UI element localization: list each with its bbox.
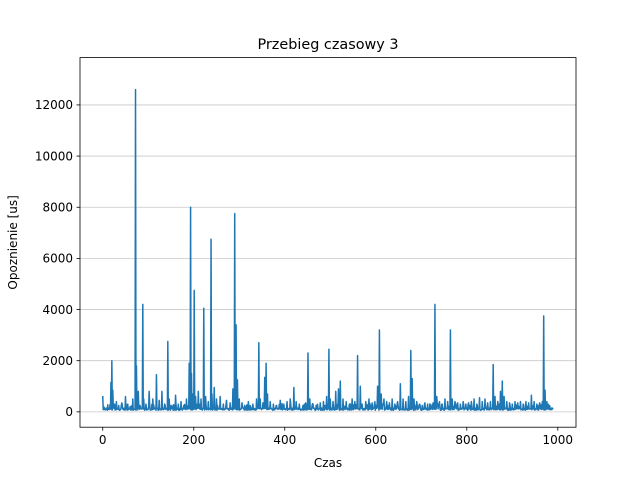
x-tick-label: 800 <box>455 433 478 447</box>
series-line <box>102 88 554 412</box>
y-tick-label: 4000 <box>42 303 73 317</box>
y-tick-label: 12000 <box>35 98 73 112</box>
x-axis: 0 200 400 600 800 1000 <box>99 427 573 447</box>
x-tick-label: 1000 <box>543 433 574 447</box>
grid <box>80 104 576 413</box>
x-axis-label: Czas <box>314 456 342 470</box>
chart-title: Przebieg czasowy 3 <box>257 37 398 53</box>
x-tick-label: 200 <box>182 433 205 447</box>
y-tick-label: 6000 <box>42 252 73 266</box>
series-group <box>102 88 554 412</box>
y-tick-label: 8000 <box>42 201 73 215</box>
y-axis: 0 2000 4000 6000 8000 10000 12000 <box>35 98 80 419</box>
x-tick-label: 400 <box>273 433 296 447</box>
y-tick-label: 0 <box>65 405 73 419</box>
y-tick-label: 2000 <box>42 354 73 368</box>
x-tick-label: 600 <box>364 433 387 447</box>
x-tick-label: 0 <box>99 433 107 447</box>
axes-frame <box>79 57 577 428</box>
y-tick-label: 10000 <box>35 149 73 163</box>
y-axis-label: Opoznienie [us] <box>6 195 20 289</box>
